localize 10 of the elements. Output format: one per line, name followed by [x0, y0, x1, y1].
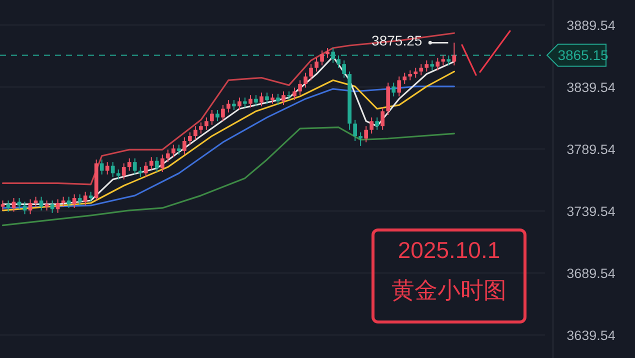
annotation: 2025.10.1 [398, 237, 500, 263]
y-tick-label: 3739.54 [566, 204, 616, 220]
y-tick-label: 3889.54 [566, 18, 616, 33]
annotation: 黄金小时图 [392, 277, 506, 303]
y-tick-label: 3689.54 [566, 266, 616, 282]
line-series [2, 126, 455, 226]
y-tick-label: 3639.54 [566, 328, 616, 344]
line-series [2, 32, 455, 186]
y-tick-label: 3789.54 [566, 142, 616, 158]
y-tick-label: 3839.54 [566, 80, 616, 95]
